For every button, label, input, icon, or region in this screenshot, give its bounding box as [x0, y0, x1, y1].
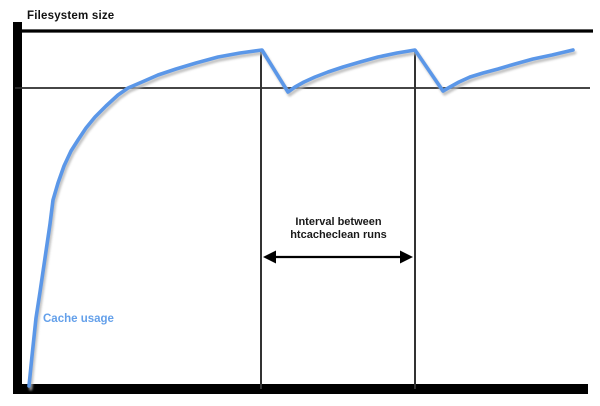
cache-usage-label: Cache usage	[43, 313, 114, 325]
filesystem-size-label: Filesystem size	[27, 10, 115, 22]
interval-label: Interval between htcacheclean runs	[262, 216, 415, 242]
interval-label-line2: htcacheclean runs	[290, 229, 387, 241]
interval-arrow-head-left	[263, 250, 276, 264]
y-axis-bar	[13, 22, 22, 394]
interval-label-line1: Interval between	[295, 216, 382, 228]
x-axis-bar	[13, 384, 588, 394]
cache-usage-curve-shadow	[28, 50, 577, 391]
interval-arrow-head-right	[400, 250, 413, 264]
cache-usage-curve	[27, 48, 575, 388]
